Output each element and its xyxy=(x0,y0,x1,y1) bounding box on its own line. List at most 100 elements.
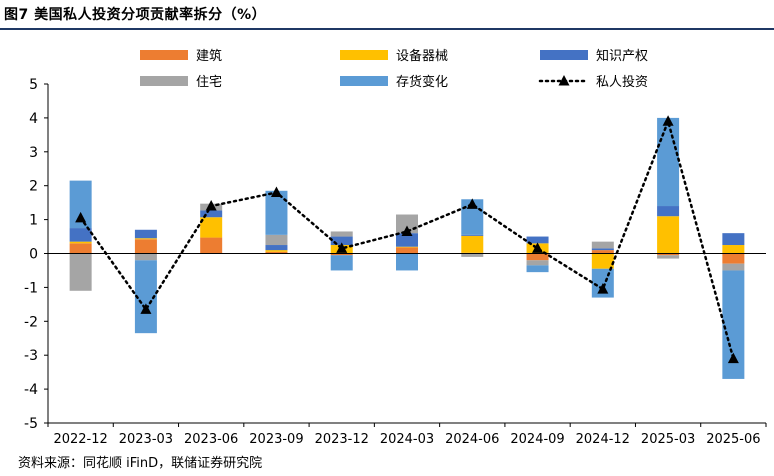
bar-construction xyxy=(200,237,223,254)
y-tick-label: 3 xyxy=(29,145,38,161)
bar-equipment xyxy=(722,245,745,254)
x-tick-label: 2025-06 xyxy=(706,432,760,447)
bar-equipment xyxy=(591,253,614,269)
bar-construction xyxy=(69,243,92,254)
x-tick-label: 2023-03 xyxy=(119,432,173,447)
legend-swatch-construction xyxy=(140,50,188,60)
legend-label: 设备器械 xyxy=(396,48,448,64)
bar-inventory xyxy=(657,117,680,207)
y-tick-label: 1 xyxy=(29,213,38,229)
bar-construction xyxy=(591,250,614,254)
legend-swatch-inventory xyxy=(340,76,388,86)
bar-ip xyxy=(265,245,288,251)
bar-residential xyxy=(461,253,484,257)
legend-swatch-residential xyxy=(140,76,188,86)
bar-ip xyxy=(330,236,353,246)
bar-inventory xyxy=(526,265,549,273)
bar-inventory xyxy=(69,180,92,229)
bar-construction xyxy=(526,253,549,261)
y-tick-label: 0 xyxy=(29,247,38,263)
bar-ip xyxy=(526,236,549,244)
bar-construction xyxy=(134,239,157,254)
bar-equipment xyxy=(69,241,92,244)
bar-equipment xyxy=(396,246,418,248)
bar-residential xyxy=(265,234,288,246)
total-point xyxy=(336,242,348,253)
legend-label: 私人投资 xyxy=(596,74,648,90)
x-tick-label: 2024-03 xyxy=(380,432,434,447)
chart-title: 图7 美国私人投资分项贡献率拆分（%） xyxy=(4,7,267,23)
total-point xyxy=(75,211,87,223)
bar-ip xyxy=(722,233,745,246)
bar-construction xyxy=(657,253,680,256)
total-point xyxy=(597,283,609,294)
bar-residential xyxy=(69,253,92,291)
x-tick-label: 2023-09 xyxy=(249,432,303,447)
x-tick-label: 2025-03 xyxy=(641,432,695,447)
total-point xyxy=(401,225,413,236)
bar-ip xyxy=(69,228,92,242)
y-tick-label: -5 xyxy=(24,416,38,432)
bar-residential xyxy=(526,260,549,266)
bar-equipment xyxy=(134,238,157,240)
bar-ip xyxy=(461,234,484,236)
x-tick-label: 2024-09 xyxy=(510,432,564,447)
bar-inventory xyxy=(722,270,745,379)
title-divider xyxy=(0,28,774,30)
x-tick-label: 2022-12 xyxy=(53,432,107,447)
total-point xyxy=(270,186,282,197)
bar-construction xyxy=(722,253,745,264)
bar-residential xyxy=(591,241,614,249)
bar-inventory xyxy=(396,253,418,271)
bar-equipment xyxy=(461,235,484,253)
bar-inventory xyxy=(461,199,484,235)
bar-equipment xyxy=(657,216,680,254)
bar-ip xyxy=(134,229,157,239)
bar-construction xyxy=(330,253,353,256)
bar-construction xyxy=(265,251,288,254)
legend-label: 存货变化 xyxy=(396,74,448,90)
y-tick-label: 4 xyxy=(29,111,38,127)
x-axis: 2022-12 2023-03 2023-06 2023-09 2023-12 2024-… xyxy=(47,422,767,447)
total-point xyxy=(727,352,739,364)
bar-inventory xyxy=(134,260,157,334)
bar-equipment xyxy=(200,217,223,238)
bar-ip xyxy=(396,233,418,247)
bar-residential xyxy=(722,263,745,271)
bar-ip xyxy=(200,210,223,218)
y-tick-label: -2 xyxy=(24,314,38,330)
legend-label: 建筑 xyxy=(196,48,222,64)
bar-residential xyxy=(134,253,157,261)
bar-ip xyxy=(657,206,680,217)
x-tick-label: 2023-06 xyxy=(184,432,238,447)
legend-swatch-equipment xyxy=(340,50,388,60)
y-axis: 5 4 3 2 1 0 -1 -2 -3 -4 -5 xyxy=(24,77,49,432)
bar-residential xyxy=(657,255,680,259)
bar-equipment xyxy=(265,250,288,252)
x-tick-label: 2023-12 xyxy=(315,432,369,447)
total-point xyxy=(662,115,674,126)
bar-construction xyxy=(396,247,418,254)
total-point xyxy=(140,303,152,314)
x-tick-label: 2024-06 xyxy=(445,432,499,447)
source-note: 资料来源：同花顺 iFinD，联储证券研究院 xyxy=(18,456,263,471)
bar-inventory xyxy=(330,255,353,271)
legend-marker xyxy=(558,75,570,86)
bar-inventory xyxy=(265,190,288,235)
y-tick-label: -3 xyxy=(24,348,38,364)
bar-ip xyxy=(591,248,614,251)
y-tick-label: 5 xyxy=(29,77,38,93)
y-tick-label: 2 xyxy=(29,179,38,195)
y-tick-label: -4 xyxy=(24,382,38,398)
y-tick-label: -1 xyxy=(24,280,38,296)
legend-label: 知识产权 xyxy=(596,48,648,64)
total-point xyxy=(532,242,544,253)
bars xyxy=(69,117,745,379)
x-tick-label: 2024-12 xyxy=(576,432,630,447)
bar-residential xyxy=(330,231,353,237)
total-series xyxy=(75,115,739,364)
total-point xyxy=(205,200,217,211)
legend-swatch-ip xyxy=(540,50,588,60)
